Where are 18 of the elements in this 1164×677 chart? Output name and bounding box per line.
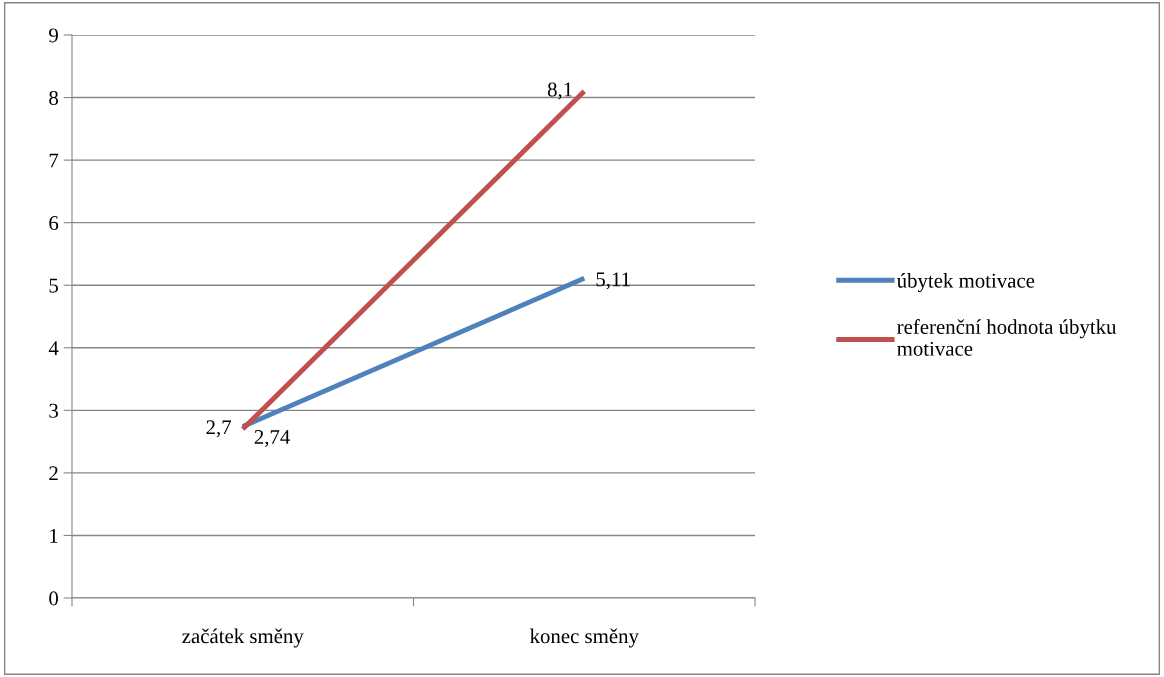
y-tick-label: 4 [48,341,59,356]
y-tick-label: 6 [49,216,59,231]
y-tick-label: 1 [50,528,58,543]
legend-label: úbytek motivace [896,273,1035,293]
y-tick-label: 3 [49,403,58,418]
y-tick-label: 0 [49,591,59,606]
data-label: 8,1 [547,82,572,100]
data-label: 2,74 [254,430,290,448]
y-tick-label: 5 [49,278,58,293]
x-tick-label: začátek směny [182,628,304,648]
data-label: 5,11 [596,272,630,290]
x-tick-label: konec směny [529,628,639,648]
y-tick-label: 2 [49,466,58,481]
legend-label: referenční hodnota úbytku motivace [897,319,1117,356]
data-label: 2,7 [206,420,232,438]
y-tick-label: 7 [49,153,59,168]
y-tick-label: 8 [49,90,59,105]
y-tick-label: 9 [49,28,58,43]
